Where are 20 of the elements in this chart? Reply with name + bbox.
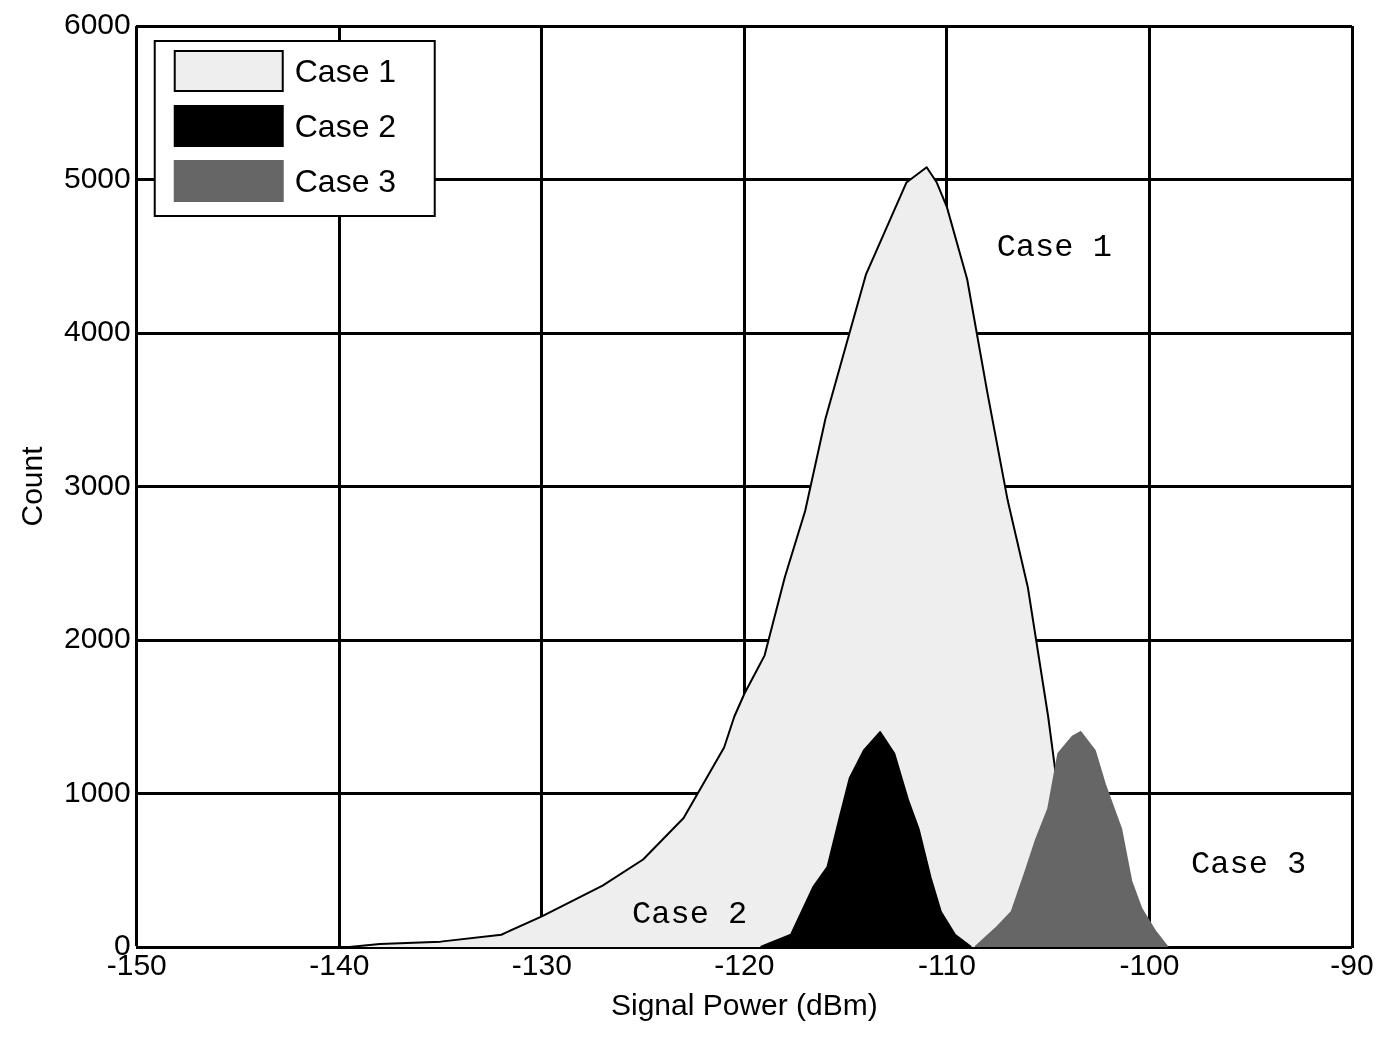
- x-tick-label: -120: [714, 948, 775, 982]
- x-tick-label: -110: [918, 948, 976, 982]
- x-tick-label: -140: [309, 948, 370, 982]
- y-tick-label: 3000: [63, 467, 131, 501]
- y-tick-label: 4000: [63, 314, 131, 348]
- y-tick-label: 5000: [63, 160, 131, 194]
- x-tick-label: -130: [511, 948, 572, 982]
- legend-label: Case 3: [294, 162, 397, 199]
- annotation: Case 1: [996, 228, 1112, 266]
- legend-label: Case 1: [294, 52, 397, 89]
- y-tick-label: 6000: [63, 7, 131, 41]
- x-tick-label: -90: [1330, 948, 1374, 982]
- y-axis-title: Count: [15, 445, 49, 527]
- annotation: Case 3: [1191, 845, 1307, 883]
- annotation: Case 2: [632, 896, 748, 934]
- y-tick-label: 2000: [63, 621, 131, 655]
- y-tick-label: 1000: [63, 774, 131, 808]
- x-axis-title: Signal Power (dBm): [610, 988, 878, 1022]
- x-tick-label: -100: [1119, 948, 1180, 982]
- legend-label: Case 2: [294, 107, 397, 144]
